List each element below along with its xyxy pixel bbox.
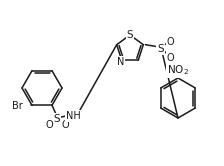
Text: O: O [166, 53, 174, 63]
Text: S: S [157, 44, 164, 54]
Text: Br: Br [12, 101, 23, 111]
Text: N: N [117, 57, 125, 67]
Text: S: S [127, 30, 133, 40]
Text: NH: NH [66, 111, 80, 121]
Text: O: O [45, 120, 53, 130]
Text: S: S [54, 114, 60, 124]
Text: O: O [166, 37, 174, 47]
Text: O: O [61, 120, 69, 130]
Text: NO$_2$: NO$_2$ [167, 63, 189, 77]
